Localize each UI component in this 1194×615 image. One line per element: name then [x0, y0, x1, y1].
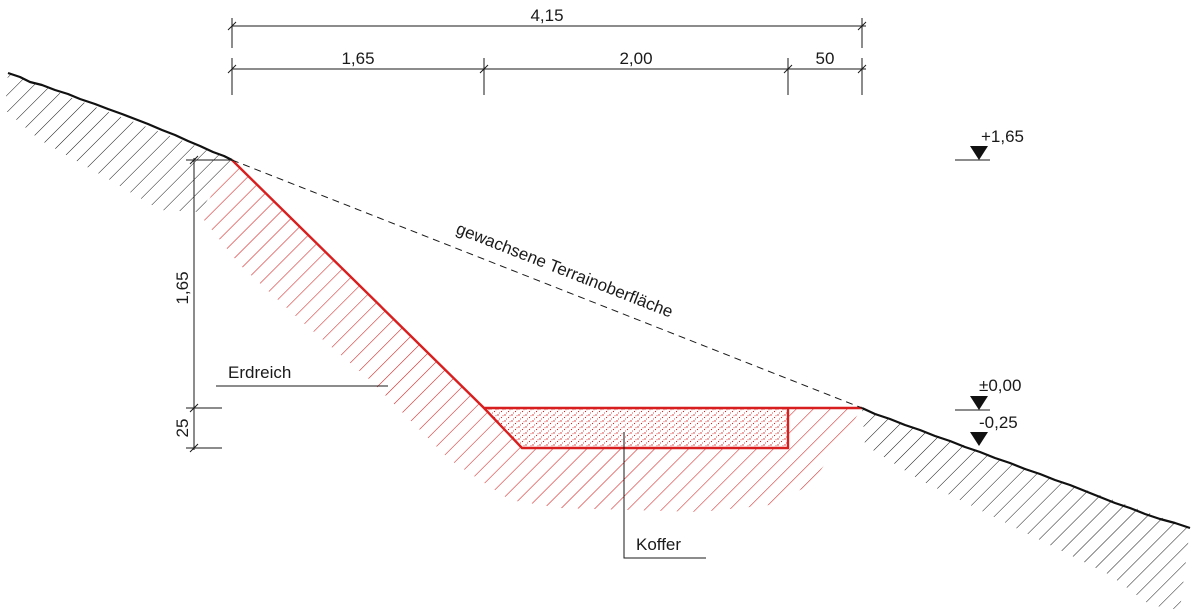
level-marker-bottom: [970, 432, 988, 446]
original-terrain-dashed-line: [231, 159, 863, 409]
existing-ground-hatch-right: [862, 408, 1190, 610]
terrain-line-left: [7, 71, 233, 161]
level-bottom-label: -0,25: [979, 413, 1018, 432]
level-top-label: +1,65: [981, 127, 1024, 146]
dimension-total-label: 4,15: [530, 6, 563, 25]
soil-label: Erdreich: [228, 363, 291, 382]
bed-leader-line: [623, 432, 706, 559]
dimension-segment-middle-label: 2,00: [619, 49, 652, 68]
dimension-segments: [227, 58, 867, 95]
dimension-total: [227, 18, 867, 48]
excavation-outline: [231, 159, 862, 450]
dimension-height-layer-label: 25: [173, 419, 192, 438]
terrain-label: gewachsene Terrainoberfläche: [454, 219, 676, 321]
bed-koffer: [484, 408, 788, 448]
level-zero-label: ±0,00: [979, 376, 1021, 395]
level-marker-top: [955, 146, 990, 161]
dimension-segment-right-label: 50: [816, 49, 835, 68]
soil-hatch-red: [200, 160, 862, 512]
level-marker-zero: [955, 396, 990, 411]
dimension-height-main-label: 1,65: [173, 271, 192, 304]
dimension-segment-left-label: 1,65: [341, 49, 374, 68]
dimension-height: [186, 155, 232, 453]
bed-label: Koffer: [636, 535, 681, 554]
terrain-line-right: [861, 407, 1191, 530]
existing-ground-hatch-left: [5, 73, 232, 212]
